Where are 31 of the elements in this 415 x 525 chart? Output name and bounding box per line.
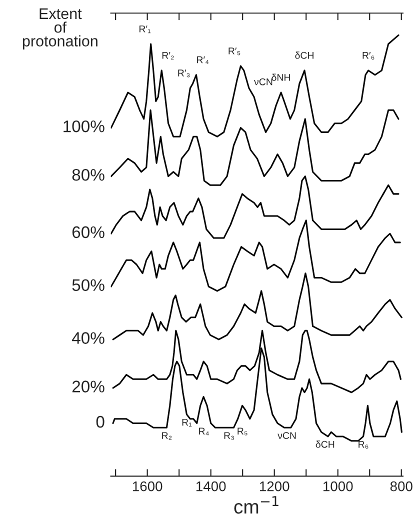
annotation: δCH <box>316 440 334 448</box>
series-label: 60% <box>72 226 104 238</box>
x-tick-label: 1600 <box>132 481 162 492</box>
x-tick-label: 800 <box>390 481 412 492</box>
annotation: R′₃ <box>178 70 190 78</box>
annotation: R₄ <box>199 428 209 436</box>
x-tick-label: 1200 <box>260 481 290 492</box>
series-label: 40% <box>72 332 104 344</box>
annotation: R₃ <box>224 432 234 440</box>
annotation: R₅ <box>238 428 248 436</box>
annotation: δNH <box>272 74 290 81</box>
annotation: R₂ <box>162 432 172 440</box>
annotation: νCN <box>254 78 272 86</box>
series-label: 0 <box>96 416 104 428</box>
annotation: R′₅ <box>228 48 240 56</box>
annotation: νCN <box>278 432 296 439</box>
series-label: 20% <box>72 380 104 392</box>
x-axis-title: cm$^{−1}$ <box>234 496 278 514</box>
annotation: R₆ <box>358 441 368 449</box>
annotation: δCH <box>295 52 314 59</box>
annotation: R′₁ <box>139 26 151 34</box>
annotation: R′₆ <box>362 52 374 60</box>
annotation: R′₂ <box>162 52 174 60</box>
x-tick-label: 1400 <box>196 481 226 492</box>
series-label: 80% <box>72 168 104 181</box>
legend-title: Extent of protonation <box>22 8 98 50</box>
series-label: 50% <box>72 279 104 292</box>
annotation: R₁ <box>182 418 192 426</box>
series-label: 100% <box>64 120 104 132</box>
x-tick-label: 1000 <box>323 481 353 492</box>
annotation: R′₄ <box>197 56 209 64</box>
